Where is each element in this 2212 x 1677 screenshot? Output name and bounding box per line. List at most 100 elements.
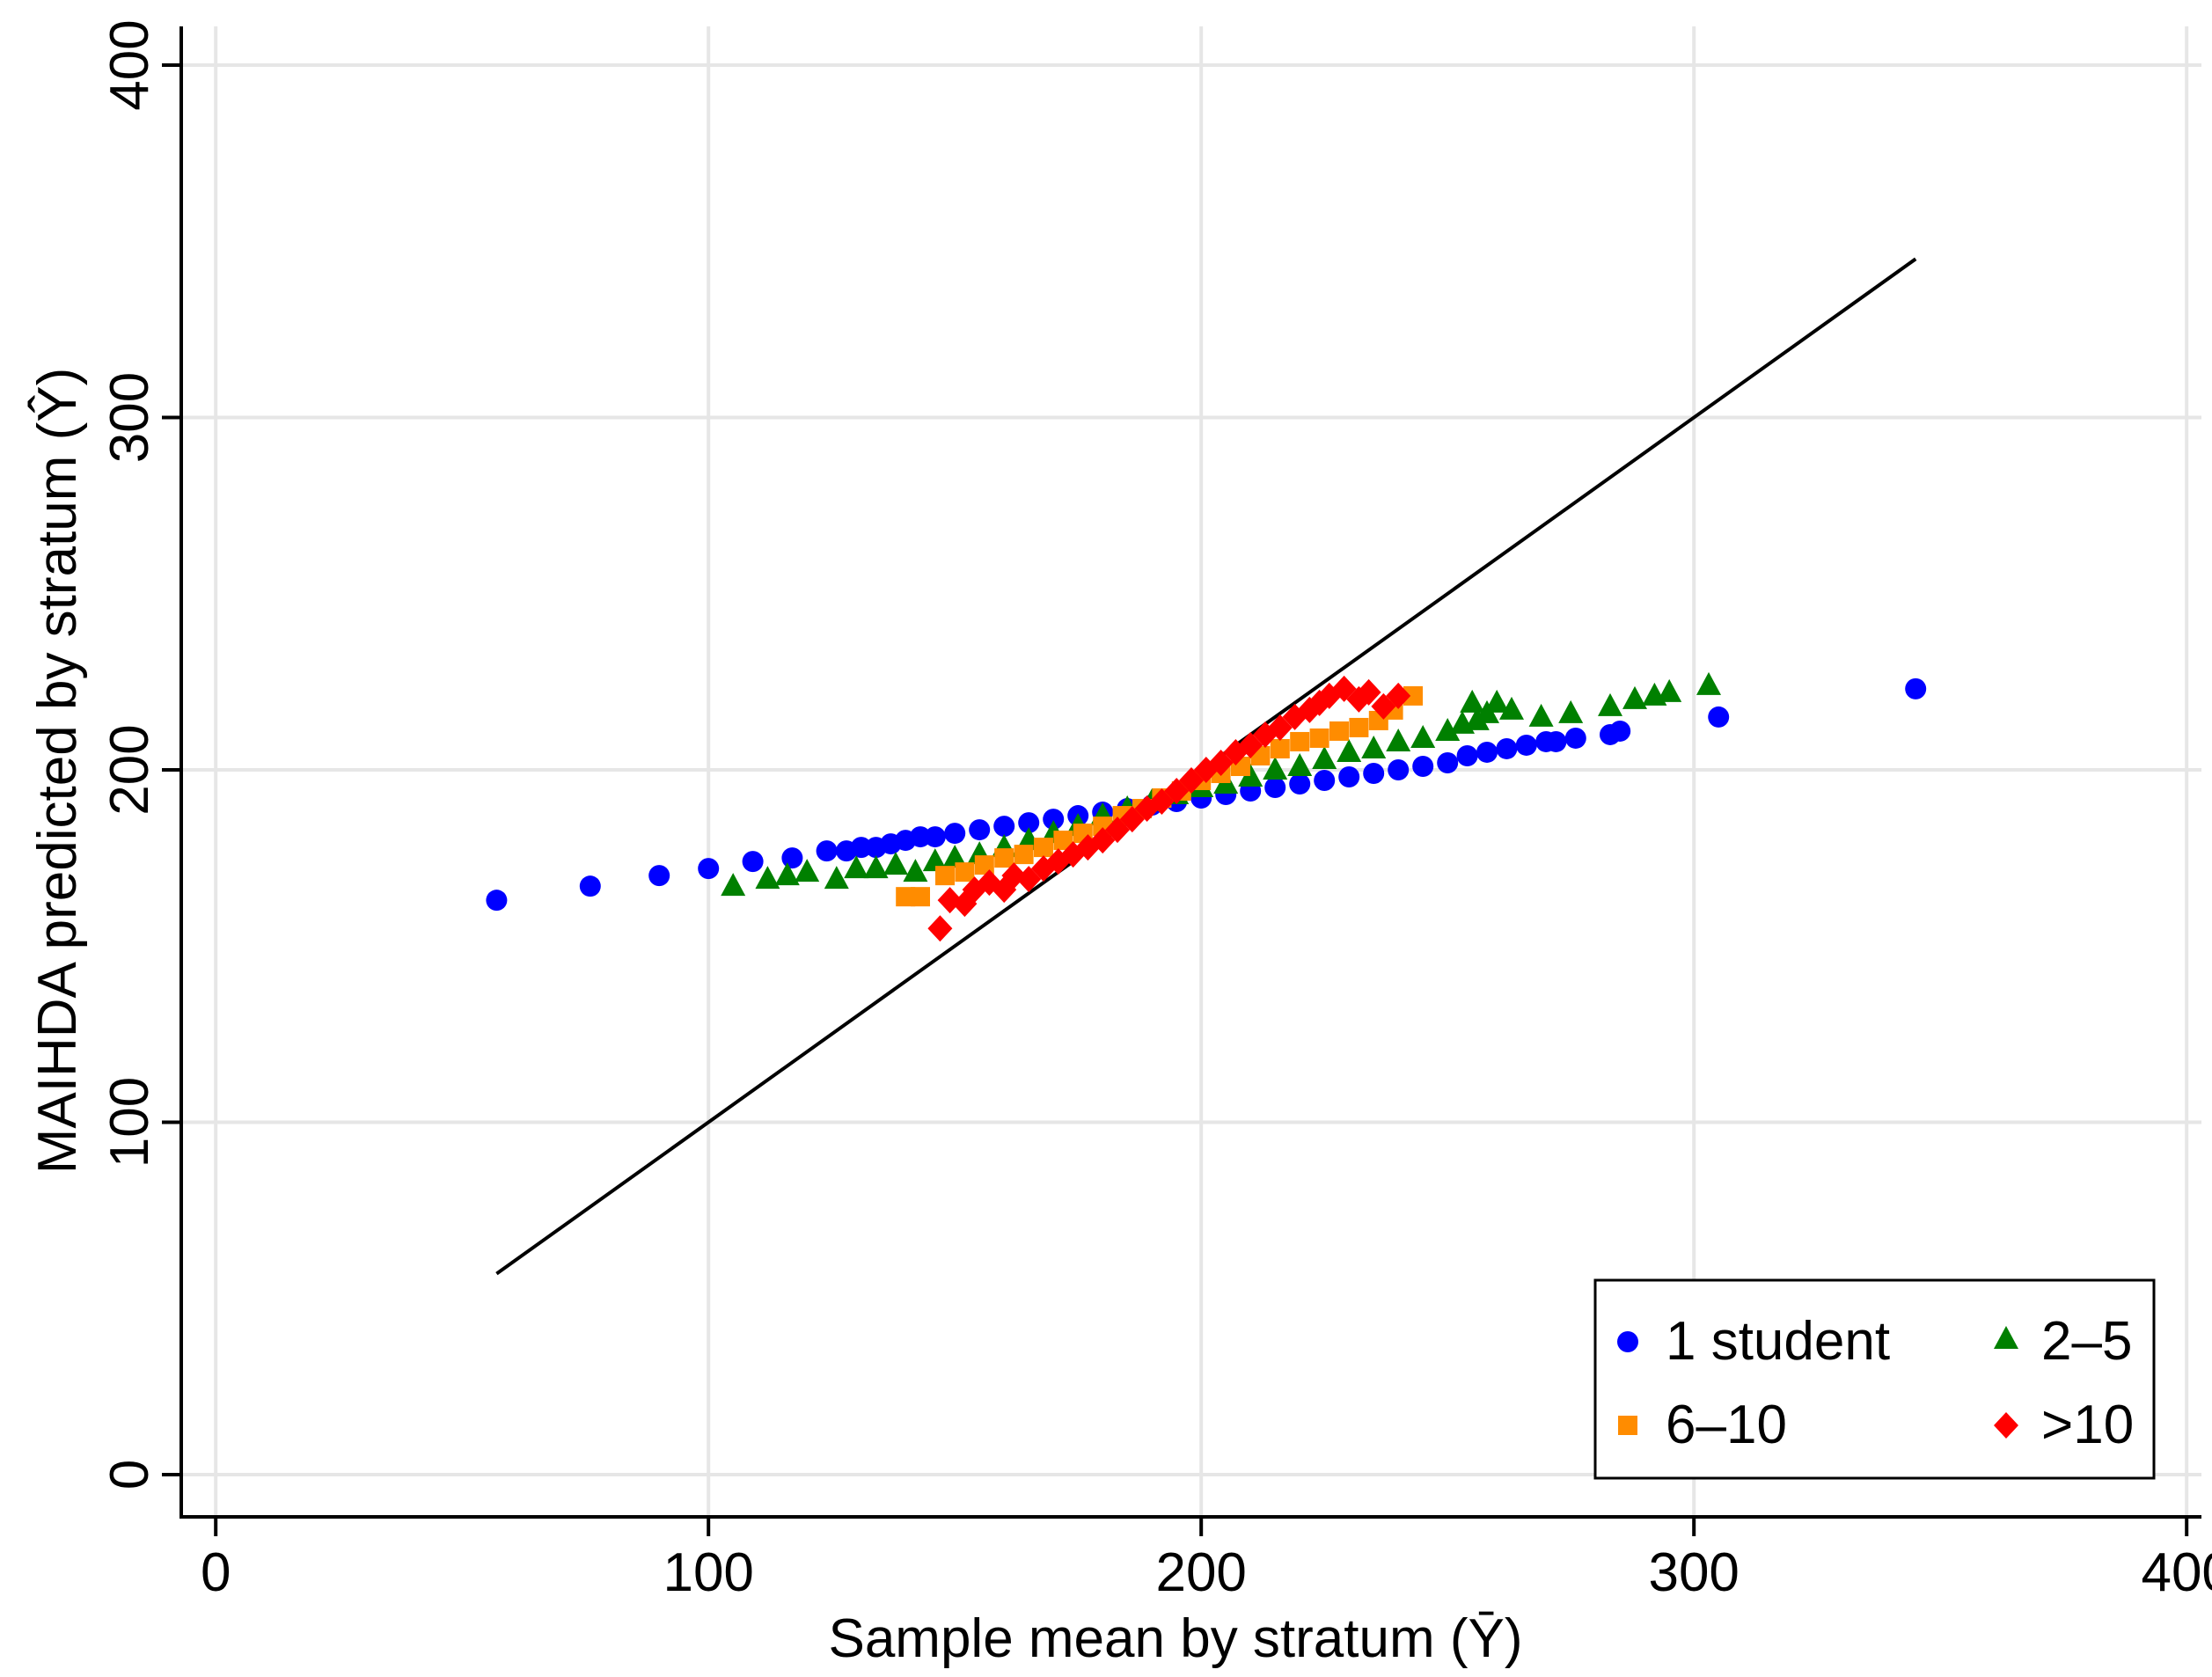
point-s2-5 — [994, 848, 1014, 868]
point-s3-20 — [1208, 749, 1234, 776]
x-tick-label-200: 200 — [1155, 1542, 1246, 1603]
point-s3-24 — [1267, 714, 1293, 741]
point-s0-29 — [1314, 770, 1336, 792]
legend: 1 student 2–5 6–10 >10 — [1593, 1278, 2156, 1480]
point-s0-1 — [579, 875, 601, 897]
point-s1-30 — [1435, 717, 1461, 741]
point-s3-22 — [1238, 731, 1263, 758]
legend-label-1-student: 1 student — [1666, 1311, 1890, 1372]
point-s0-41 — [1564, 727, 1586, 749]
point-s2-20 — [1290, 731, 1310, 751]
point-s3-33 — [1386, 682, 1411, 709]
point-s1-24 — [1287, 752, 1313, 776]
point-s1-5 — [844, 855, 869, 879]
point-s2-21 — [1309, 728, 1329, 748]
y-tick-label-400: 400 — [99, 19, 160, 110]
point-s2-6 — [1014, 845, 1034, 865]
point-s0-18 — [1043, 809, 1065, 831]
point-s1-8 — [903, 859, 928, 882]
legend-marker-0 — [1617, 1331, 1638, 1352]
point-s1-25 — [1312, 745, 1337, 769]
point-s0-30 — [1338, 766, 1360, 788]
point-s1-38 — [1558, 699, 1584, 723]
point-s0-31 — [1363, 763, 1385, 785]
point-s2-7 — [1034, 838, 1053, 858]
x-tick-label-0: 0 — [201, 1542, 231, 1603]
legend-marker-2 — [1618, 1416, 1637, 1435]
legend-box — [1593, 1278, 2156, 1480]
point-s1-34 — [1460, 689, 1485, 713]
point-s0-3 — [698, 858, 720, 880]
point-s0-0 — [486, 890, 508, 912]
point-s2-2 — [935, 866, 955, 886]
legend-marker-1 — [1994, 1326, 2018, 1349]
y-tick-label-300: 300 — [99, 372, 160, 463]
x-tick-label-100: 100 — [663, 1542, 753, 1603]
series-1-points — [721, 671, 1721, 897]
point-s0-2 — [648, 865, 670, 887]
point-s3-32 — [1371, 692, 1396, 720]
point-s3-0 — [927, 915, 953, 942]
y-tick-label-100: 100 — [99, 1077, 160, 1168]
point-s2-0 — [896, 887, 916, 907]
axes — [179, 26, 2201, 1519]
point-s1-42 — [1657, 678, 1682, 702]
point-s0-45 — [1905, 677, 1927, 699]
x-tick-label-300: 300 — [1648, 1542, 1739, 1603]
point-s3-18 — [1179, 767, 1204, 795]
point-s0-36 — [1476, 741, 1498, 763]
point-s1-43 — [1696, 671, 1721, 695]
legend-label-6-10: 6–10 — [1666, 1395, 1787, 1455]
point-s0-4 — [742, 851, 764, 873]
point-s0-8 — [850, 837, 872, 859]
point-s1-23 — [1263, 756, 1288, 780]
point-s2-1 — [911, 887, 930, 907]
point-s0-13 — [924, 826, 946, 848]
y-ticks: 0 100 200 300 400 — [99, 19, 181, 1490]
point-s3-17 — [1164, 778, 1190, 805]
point-s1-22 — [1238, 764, 1263, 787]
legend-label-gt-10: >10 — [2041, 1395, 2134, 1455]
point-s2-8 — [1053, 831, 1073, 851]
point-s1-1 — [755, 866, 780, 890]
point-s3-14 — [1119, 806, 1145, 833]
point-s1-29 — [1410, 724, 1436, 748]
legend-label-2-5: 2–5 — [2041, 1311, 2132, 1372]
point-s1-3 — [795, 859, 820, 882]
point-s3-7 — [1016, 866, 1042, 893]
point-s1-7 — [883, 852, 908, 875]
point-s1-36 — [1499, 696, 1524, 720]
point-s3-1 — [937, 887, 963, 914]
point-s0-37 — [1496, 737, 1518, 759]
point-s1-10 — [942, 845, 968, 868]
point-s0-44 — [1708, 706, 1730, 728]
point-s0-35 — [1456, 744, 1478, 766]
legend-markers — [1617, 1326, 2018, 1439]
legend-marker-3 — [1994, 1412, 2018, 1439]
point-s0-6 — [816, 840, 838, 862]
point-s1-0 — [721, 873, 746, 897]
data-points — [486, 671, 1927, 942]
x-tick-label-400: 400 — [2141, 1542, 2212, 1603]
point-s0-34 — [1437, 751, 1459, 773]
point-s0-17 — [1018, 812, 1040, 834]
point-s3-29 — [1331, 675, 1357, 702]
y-tick-label-0: 0 — [99, 1460, 160, 1490]
point-s1-26 — [1337, 738, 1362, 762]
y-axis-title: MAIHDA predicted by stratum (Ŷ) — [27, 368, 88, 1175]
point-s1-37 — [1528, 703, 1554, 727]
point-s3-16 — [1149, 788, 1175, 816]
point-s1-6 — [863, 855, 889, 879]
point-s0-15 — [969, 819, 991, 841]
point-s1-27 — [1361, 735, 1387, 758]
y-tick-label-200: 200 — [99, 724, 160, 815]
point-s1-35 — [1484, 689, 1510, 713]
point-s0-43 — [1609, 720, 1631, 742]
point-s1-2 — [774, 862, 800, 886]
point-s3-13 — [1105, 817, 1130, 844]
point-s0-14 — [944, 823, 966, 845]
series-3-points — [927, 675, 1411, 942]
x-ticks: 0 100 200 300 400 — [201, 1517, 2212, 1603]
point-s2-22 — [1329, 721, 1349, 741]
